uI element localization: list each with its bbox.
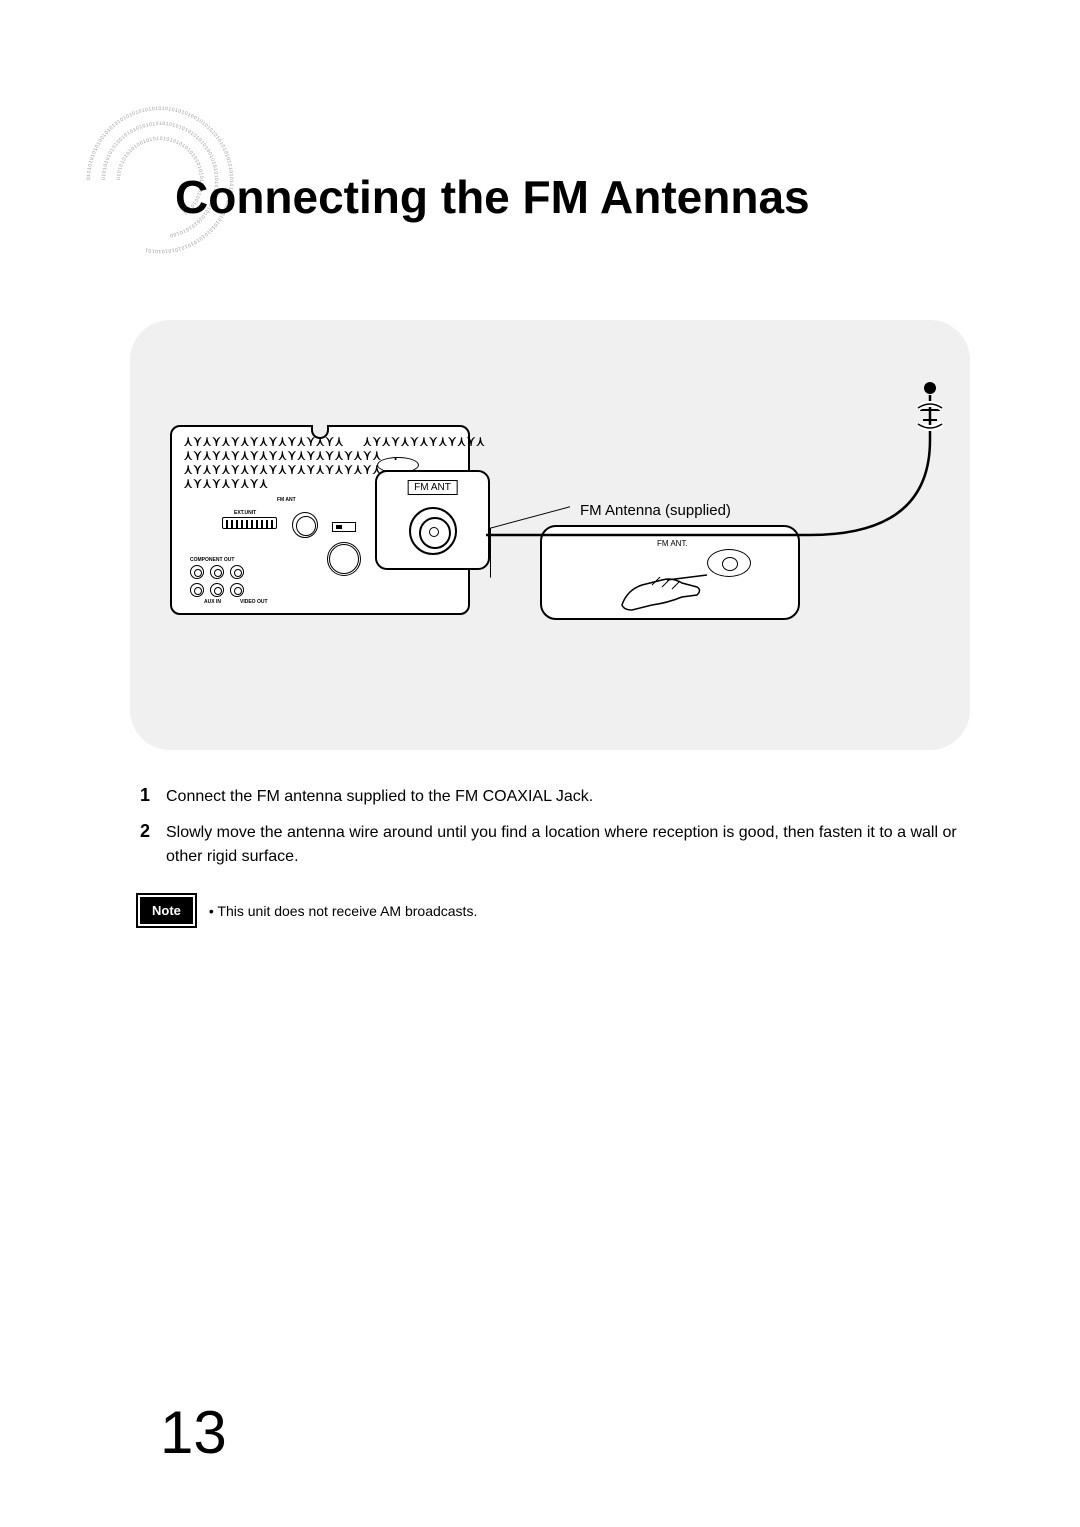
step-text: Slowly move the antenna wire around unti…	[166, 821, 960, 869]
instruction-item: 2 Slowly move the antenna wire around un…	[140, 821, 960, 869]
fan-port	[292, 512, 318, 538]
fm-ant-zoom: FM ANT	[375, 470, 490, 570]
antenna-supplied-label: FM Antenna (supplied)	[580, 502, 731, 519]
step-number: 1	[140, 785, 156, 806]
small-port	[332, 522, 356, 532]
rca-port	[190, 583, 204, 597]
aux-in-label: AUX IN	[204, 599, 221, 605]
component-label: COMPONENT OUT	[190, 557, 234, 563]
step-text: Connect the FM antenna supplied to the F…	[166, 785, 593, 809]
coax-port-icon	[409, 507, 457, 555]
fm-ant-label: FM ANT	[277, 497, 296, 503]
note-row: Note • This unit does not receive AM bro…	[140, 897, 960, 924]
note-badge: Note	[140, 897, 193, 924]
page-number: 13	[160, 1398, 227, 1467]
step-number: 2	[140, 821, 156, 842]
rca-port	[210, 565, 224, 579]
hand-coax-icon	[707, 549, 751, 577]
instructions-list: 1 Connect the FM antenna supplied to the…	[140, 785, 960, 924]
rca-port	[230, 565, 244, 579]
rca-port	[210, 583, 224, 597]
rca-port	[190, 565, 204, 579]
hand-connect-detail: FM ANT.	[540, 525, 800, 620]
page-title: Connecting the FM Antennas	[175, 170, 810, 224]
video-out-label: VIDEO OUT	[240, 599, 268, 605]
fan-port-2	[327, 542, 361, 576]
ext-port	[222, 517, 277, 529]
hand-label: FM ANT.	[657, 539, 688, 548]
zoom-label: FM ANT	[407, 480, 458, 495]
diagram-container: ⋏⋎⋏⋎⋏⋎⋏⋎⋏⋎⋏⋎⋏⋎⋏⋎⋏ ⋏⋎⋏⋎⋏⋎⋏⋎⋏⋎⋏⋎⋏ ⋏⋎⋏⋎⋏⋎⋏⋎…	[130, 320, 970, 750]
hand-icon	[612, 555, 712, 615]
note-text: • This unit does not receive AM broadcas…	[209, 903, 477, 919]
instruction-item: 1 Connect the FM antenna supplied to the…	[140, 785, 960, 809]
rca-port	[230, 583, 244, 597]
ext-unit-label: EXT.UNIT	[234, 510, 256, 516]
